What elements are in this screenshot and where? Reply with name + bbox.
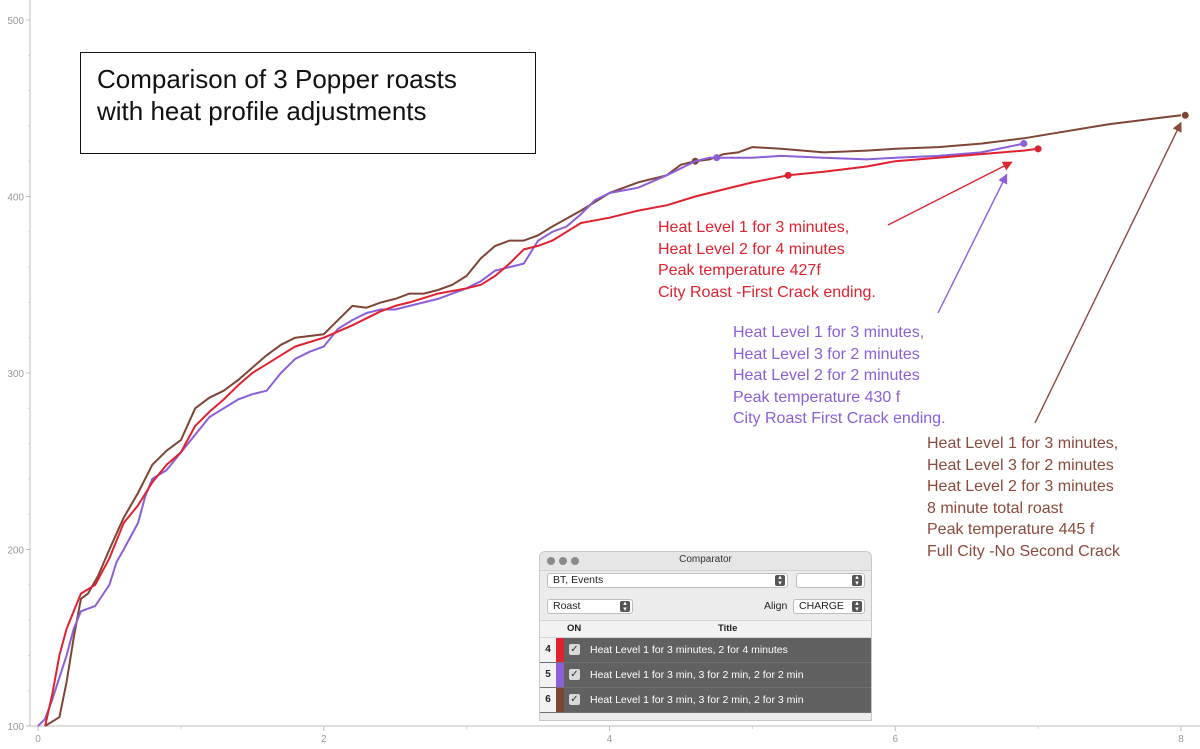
annotation-line: Peak temperature 430 f [733, 388, 901, 406]
minimize-window-icon[interactable] [559, 557, 567, 565]
annotation-line: 8 minute total roast [927, 499, 1064, 517]
annotation-line: Heat Level 2 for 2 minutes [733, 367, 920, 384]
mode-select-value: Roast [553, 600, 581, 612]
series-marker-0 [1181, 111, 1189, 119]
curve-select-secondary[interactable]: ▴ ▾ [796, 573, 865, 588]
align-select-value: CHARGE [799, 600, 844, 612]
row-color-swatch [556, 663, 564, 687]
comparator-titlebar[interactable]: Comparator [540, 552, 871, 571]
chart-title: Comparison of 3 Popper roasts with heat … [80, 52, 536, 154]
chart-title-line-1: Comparison of 3 Popper roasts [97, 64, 457, 94]
x-tick-label: 4 [607, 734, 613, 745]
table-row[interactable]: 5 ✓ Heat Level 1 for 3 min, 3 for 2 min, 2… [540, 663, 871, 688]
annotation-line: Heat Level 2 for 4 minutes [658, 240, 845, 258]
x-tick-label: 0 [35, 734, 41, 745]
annotation-line: Heat Level 1 for 3 minutes, [927, 435, 1119, 452]
row-color-swatch [556, 688, 564, 712]
annotation-line: Full City -No Second Crack [927, 542, 1120, 560]
x-tick-label: 2 [321, 734, 327, 745]
series-marker-2 [1034, 145, 1042, 153]
series-line-0 [44, 114, 1182, 727]
annotation-line: Heat Level 1 for 3 minutes, [658, 219, 850, 236]
y-tick-label: 300 [7, 369, 24, 380]
annotation-brown-roast: Heat Level 1 for 3 minutes, Heat Level 3 … [927, 433, 1120, 562]
table-row[interactable]: 4 ✓ Heat Level 1 for 3 minutes, 2 for 4 mi… [540, 638, 871, 663]
select-stepper-icon: ▴ ▾ [775, 574, 785, 587]
row-title: Heat Level 1 for 3 minutes, 2 for 4 minu… [590, 644, 788, 656]
chart-title-line-2: with heat profile adjustments [97, 96, 427, 126]
row-number: 5 [540, 663, 556, 687]
annotation-line: Heat Level 3 for 2 minutes [927, 456, 1114, 474]
select-stepper-icon: ▴ ▾ [620, 600, 630, 613]
annotation-red-roast: Heat Level 1 for 3 minutes, Heat Level 2 … [658, 217, 876, 303]
annotation-line: Heat Level 3 for 2 minutes [733, 345, 920, 363]
close-window-icon[interactable] [547, 557, 555, 565]
annotation-arrow-1 [937, 173, 1008, 314]
row-checkbox[interactable]: ✓ [569, 694, 580, 705]
annotation-line: City Roast -First Crack ending. [658, 283, 876, 301]
annotation-line: Peak temperature 445 f [927, 521, 1095, 538]
column-title-header[interactable]: Title [718, 623, 738, 634]
series-line-2 [44, 147, 1039, 727]
annotation-arrow-2 [1034, 121, 1182, 424]
select-stepper-icon: ▴ ▾ [852, 600, 862, 613]
y-tick-label: 500 [7, 16, 24, 27]
annotation-line: City Roast First Crack ending. [733, 410, 946, 427]
x-tick-label: 6 [892, 734, 898, 745]
y-tick-label: 100 [7, 722, 24, 733]
row-number: 4 [540, 638, 556, 662]
align-select[interactable]: CHARGE ▴ ▾ [793, 599, 865, 614]
row-title: Heat Level 1 for 3 min, 3 for 2 min, 2 f… [590, 669, 804, 681]
annotation-line: Heat Level 1 for 3 minutes, [733, 324, 925, 341]
zoom-window-icon[interactable] [571, 557, 579, 565]
table-header: ON Title [540, 620, 871, 638]
comparator-window[interactable]: Comparator BT, Events ▴ ▾ ▴ ▾ Roast ▴ ▾ Ali… [539, 551, 872, 721]
annotation-arrow-0 [887, 161, 1013, 226]
select-stepper-icon: ▴ ▾ [852, 574, 862, 587]
series-marker-1 [713, 154, 721, 162]
curve-select-value: BT, Events [553, 574, 604, 586]
column-on-header[interactable]: ON [567, 623, 582, 634]
series-line-1 [37, 142, 1025, 727]
comparator-title: Comparator [679, 554, 732, 565]
align-label: Align [764, 600, 788, 612]
annotation-purple-roast: Heat Level 1 for 3 minutes, Heat Level 3 … [733, 322, 946, 430]
series-marker-2 [784, 171, 792, 179]
curve-select[interactable]: BT, Events ▴ ▾ [547, 573, 788, 588]
annotation-line: Peak temperature 427f [658, 262, 821, 279]
row-number: 6 [540, 688, 556, 712]
y-tick-label: 200 [7, 546, 24, 557]
series-marker-1 [1020, 140, 1028, 148]
table-row[interactable]: 6 ✓ Heat Level 1 for 3 min, 3 for 2 min, 2… [540, 688, 871, 713]
y-tick-label: 400 [7, 193, 24, 204]
row-checkbox[interactable]: ✓ [569, 644, 580, 655]
row-title: Heat Level 1 for 3 min, 3 for 2 min, 2 f… [590, 694, 804, 706]
x-tick-label: 8 [1178, 734, 1184, 745]
row-checkbox[interactable]: ✓ [569, 669, 580, 680]
profiles-table: ON Title 4 ✓ Heat Level 1 for 3 minutes, 2… [540, 620, 871, 713]
row-color-swatch [556, 638, 564, 662]
annotation-line: Heat Level 2 for 3 minutes [927, 478, 1114, 495]
mode-select[interactable]: Roast ▴ ▾ [547, 599, 633, 614]
